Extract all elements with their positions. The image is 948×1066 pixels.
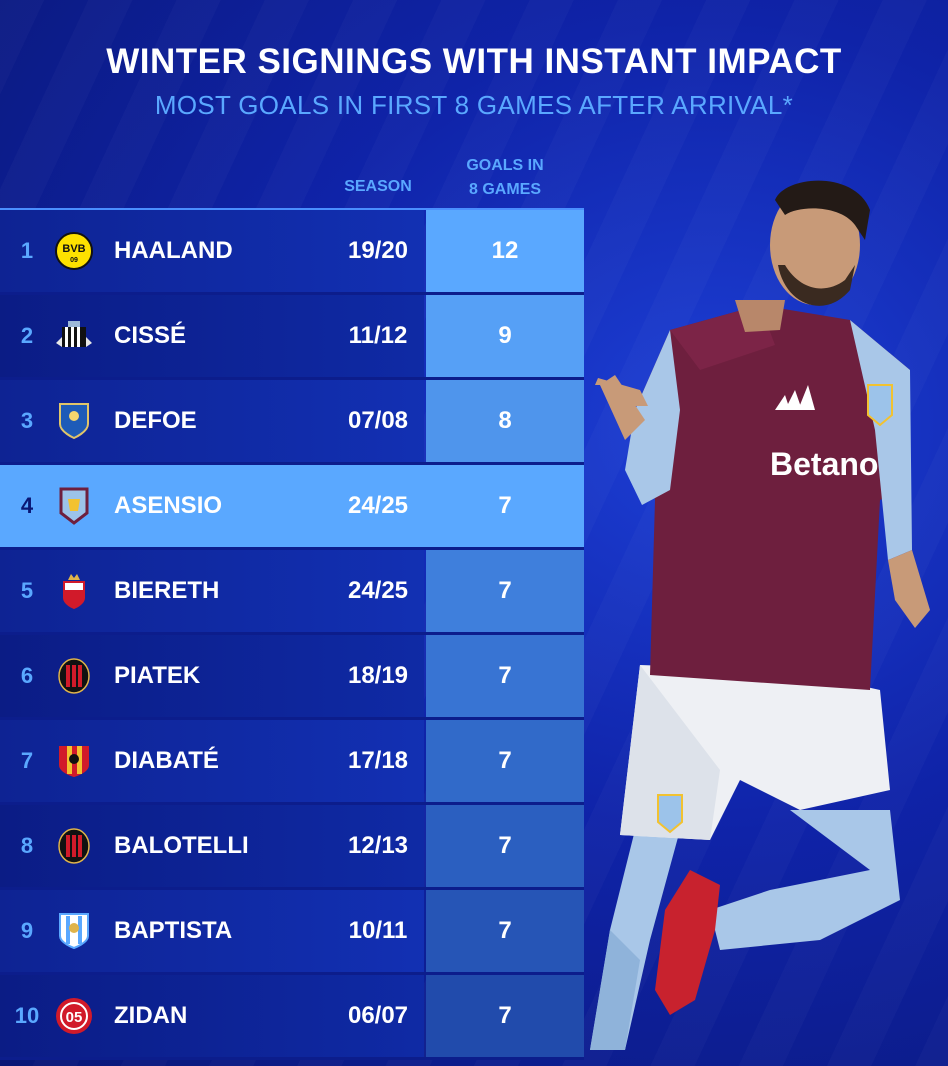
player-name: DIABATÉ: [114, 747, 219, 774]
table-row: 3 DEFOE 07/08 8: [0, 380, 584, 465]
table-row: 4 ASENSIO 24/25 7: [0, 465, 584, 550]
row-season: 12/13: [347, 832, 409, 859]
season-column-header: SEASON: [344, 178, 412, 195]
row-season: 24/25: [347, 492, 409, 519]
table-row: 1 BVB 09 HAALAND 19/20 12: [0, 210, 584, 295]
benevento-badge-icon: [54, 741, 94, 781]
rankings-table: 1 BVB 09 HAALAND 19/20 12 2 CISSÉ 11/12 9 3 DEFOE 07…: [0, 208, 584, 1060]
table-row: 8 BALOTELLI 12/13 7: [0, 805, 584, 890]
table-row: 10 05 ZIDAN 06/07 7: [0, 975, 584, 1060]
table-row: 9 BAPTISTA 10/11 7: [0, 890, 584, 975]
aston-villa-badge-icon: [54, 486, 94, 526]
player-name: DEFOE: [114, 407, 197, 434]
row-rank: 1: [20, 238, 34, 263]
goals-column-header: GOALS IN 8 GAMES: [426, 154, 584, 202]
row-rank: 4: [20, 493, 34, 518]
row-rank: 2: [20, 323, 34, 348]
player-name: ASENSIO: [114, 492, 223, 519]
monaco-badge-icon: [54, 571, 94, 611]
player-name: ZIDAN: [114, 1002, 188, 1029]
malaga-badge-icon: [54, 911, 94, 951]
player-name: BALOTELLI: [114, 832, 249, 859]
player-name: PIATEK: [114, 662, 201, 689]
row-season: 24/25: [347, 577, 409, 604]
row-goals: 7: [426, 720, 584, 802]
row-season: 07/08: [347, 407, 409, 434]
row-season: 10/11: [348, 917, 408, 944]
sponsor-text: Betano: [770, 446, 878, 482]
row-rank: 3: [20, 408, 34, 433]
row-goals: 9: [426, 295, 584, 377]
row-goals: 12: [426, 210, 584, 292]
row-rank: 7: [20, 748, 34, 773]
ac-milan-badge-icon: [54, 656, 94, 696]
row-goals: 7: [426, 975, 584, 1057]
row-season: 17/18: [347, 747, 409, 774]
row-rank: 10: [14, 1003, 40, 1028]
row-season: 06/07: [347, 1002, 409, 1029]
player-photo: Betano: [590, 180, 930, 1050]
table-row: 6 PIATEK 18/19 7: [0, 635, 584, 720]
player-name: BIERETH: [114, 577, 220, 604]
row-rank: 5: [20, 578, 34, 603]
row-rank: 6: [20, 663, 34, 688]
goals-header-line1: GOALS IN: [466, 157, 544, 174]
player-name: BAPTISTA: [114, 917, 233, 944]
row-goals: 7: [426, 805, 584, 887]
player-name: CISSÉ: [114, 322, 187, 349]
table-row: 5 BIERETH 24/25 7: [0, 550, 584, 635]
row-rank: 8: [20, 833, 34, 858]
dortmund-badge-icon: BVB 09: [54, 231, 94, 271]
page-subtitle: MOST GOALS IN FIRST 8 GAMES AFTER ARRIVA…: [154, 90, 794, 120]
row-goals: 8: [426, 380, 584, 462]
table-row: 2 CISSÉ 11/12 9: [0, 295, 584, 380]
table-row: 7 DIABATÉ 17/18 7: [0, 720, 584, 805]
row-goals: 7: [426, 890, 584, 972]
newcastle-badge-icon: [54, 316, 94, 356]
svg-text:09: 09: [70, 257, 78, 264]
row-rank: 9: [20, 918, 34, 943]
row-goals: 7: [498, 492, 512, 519]
row-season: 19/20: [347, 237, 409, 264]
row-goals: 7: [426, 550, 584, 632]
row-background: [0, 465, 584, 547]
player-name: HAALAND: [114, 237, 233, 264]
ac-milan-badge-icon: [54, 826, 94, 866]
row-season: 18/19: [347, 662, 409, 689]
row-goals: 7: [426, 635, 584, 717]
mainz-badge-icon: 05: [54, 996, 94, 1036]
goals-header-line2: 8 GAMES: [468, 181, 541, 198]
svg-text:05: 05: [66, 1009, 83, 1026]
page-title: WINTER SIGNINGS WITH INSTANT IMPACT: [106, 42, 842, 81]
row-season: 11/12: [348, 322, 408, 349]
portsmouth-badge-icon: [54, 401, 94, 441]
svg-text:BVB: BVB: [62, 243, 85, 255]
